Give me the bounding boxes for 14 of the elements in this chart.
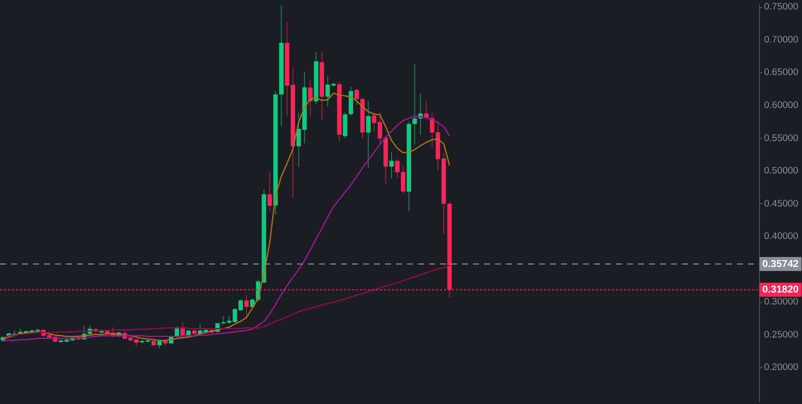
y-tick-label: 0.60000 xyxy=(764,100,798,111)
y-tick-label: 0.40000 xyxy=(764,231,798,242)
y-tick-label: 0.65000 xyxy=(764,67,798,78)
line-series xyxy=(2,265,450,338)
y-tick-label: 0.75000 xyxy=(764,2,798,13)
y-tick-label: 0.20000 xyxy=(764,362,798,374)
y-tick-label: 0.50000 xyxy=(764,166,798,177)
y-tick-label: 0.45000 xyxy=(764,198,798,210)
y-tick-label: 0.70000 xyxy=(764,34,798,46)
y-tick-label: 0.55000 xyxy=(764,132,798,144)
ref-line-label: 0.31820 xyxy=(762,284,800,296)
ref-line-label: 0.35742 xyxy=(762,259,800,270)
y-tick-label: 0.25000 xyxy=(764,329,798,340)
y-tick-label: 0.30000 xyxy=(764,296,798,308)
